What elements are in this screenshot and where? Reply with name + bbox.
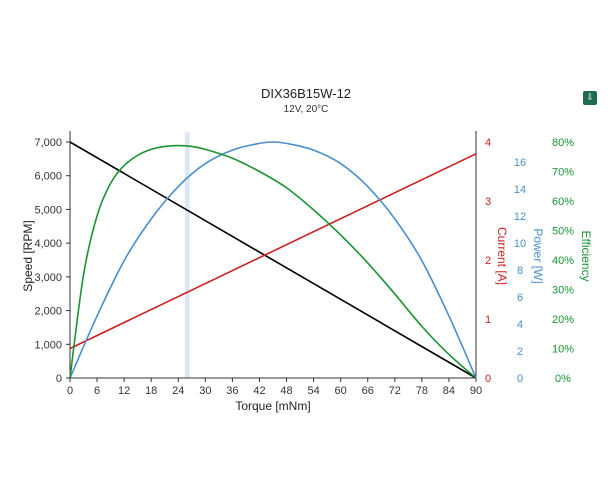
power-tick-label: 16 (514, 157, 526, 169)
x-tick-label: 36 (226, 385, 238, 397)
efficiency-tick-label: 0% (555, 373, 571, 385)
efficiency-axis-ticks: 0% 10% 20% 30% 40% 50% 60% 70% 80% (552, 137, 574, 385)
efficiency-tick-label: 70% (552, 167, 574, 179)
x-tick-label: 66 (362, 385, 374, 397)
power-tick-label: 14 (514, 184, 526, 196)
speed-tick-label: 0 (56, 373, 62, 385)
chart-subtitle: 12V, 20°C (284, 104, 329, 115)
operating-point-band (184, 132, 190, 378)
x-axis-ticks: 0 6 12 18 24 30 36 42 48 54 60 66 72 78 84 90 (67, 378, 482, 397)
x-tick-label: 12 (118, 385, 130, 397)
efficiency-tick-label: 80% (552, 137, 574, 149)
power-tick-label: 8 (517, 265, 523, 277)
x-axis-label: Torque [mNm] (235, 399, 310, 413)
x-tick-label: 60 (335, 385, 347, 397)
power-series-line (69, 141, 477, 379)
power-tick-label: 10 (514, 238, 526, 250)
power-tick-label: 6 (517, 292, 523, 304)
x-tick-label: 72 (389, 385, 401, 397)
x-tick-label: 78 (416, 385, 428, 397)
efficiency-series-line (69, 144, 477, 379)
speed-tick-label: 1,000 (34, 339, 62, 351)
current-series-line (69, 153, 477, 350)
efficiency-tick-label: 10% (552, 344, 574, 356)
plot-area (69, 131, 477, 379)
efficiency-tick-label: 60% (552, 196, 574, 208)
x-tick-label: 0 (67, 385, 73, 397)
download-icon: ⇩ (586, 92, 594, 103)
current-tick-label: 2 (485, 255, 491, 267)
current-tick-label: 4 (485, 137, 491, 149)
x-tick-label: 48 (280, 385, 292, 397)
x-tick-label: 30 (199, 385, 211, 397)
power-tick-label: 2 (517, 346, 523, 358)
current-tick-label: 0 (485, 373, 491, 385)
x-tick-label: 24 (172, 385, 184, 397)
speed-axis-ticks: 0 1,000 2,000 3,000 4,000 5,000 6,000 7,000 (34, 137, 70, 385)
speed-axis-label: Speed [RPM] (21, 220, 35, 291)
power-tick-label: 0 (517, 373, 523, 385)
efficiency-tick-label: 30% (552, 285, 574, 297)
series-layer (69, 141, 477, 379)
x-tick-label: 6 (94, 385, 100, 397)
speed-tick-label: 6,000 (34, 171, 62, 183)
speed-tick-label: 2,000 (34, 306, 62, 318)
chart-title: DIX36B15W-12 (261, 86, 351, 101)
x-tick-label: 54 (307, 385, 319, 397)
x-tick-label: 18 (145, 385, 157, 397)
power-tick-label: 4 (517, 319, 523, 331)
x-tick-label: 84 (443, 385, 455, 397)
efficiency-tick-label: 50% (552, 226, 574, 238)
current-axis-ticks: 0 1 2 3 4 (485, 137, 491, 385)
speed-series-line (69, 141, 477, 379)
current-tick-label: 1 (485, 314, 491, 326)
efficiency-tick-label: 20% (552, 314, 574, 326)
power-axis-label: Power [W] (531, 228, 545, 283)
power-axis-ticks: 0 2 4 6 8 10 12 14 16 (514, 157, 526, 385)
export-button[interactable]: ⇩ (583, 91, 597, 105)
x-tick-label: 90 (470, 385, 482, 397)
speed-tick-label: 5,000 (34, 204, 62, 216)
power-tick-label: 12 (514, 211, 526, 223)
efficiency-axis-label: Efficiency (579, 230, 593, 281)
speed-tick-label: 7,000 (34, 137, 62, 149)
speed-tick-label: 4,000 (34, 238, 62, 250)
current-axis-label: Current [A] (495, 227, 509, 285)
current-tick-label: 3 (485, 196, 491, 208)
efficiency-tick-label: 40% (552, 255, 574, 267)
speed-tick-label: 3,000 (34, 272, 62, 284)
x-tick-label: 42 (253, 385, 265, 397)
